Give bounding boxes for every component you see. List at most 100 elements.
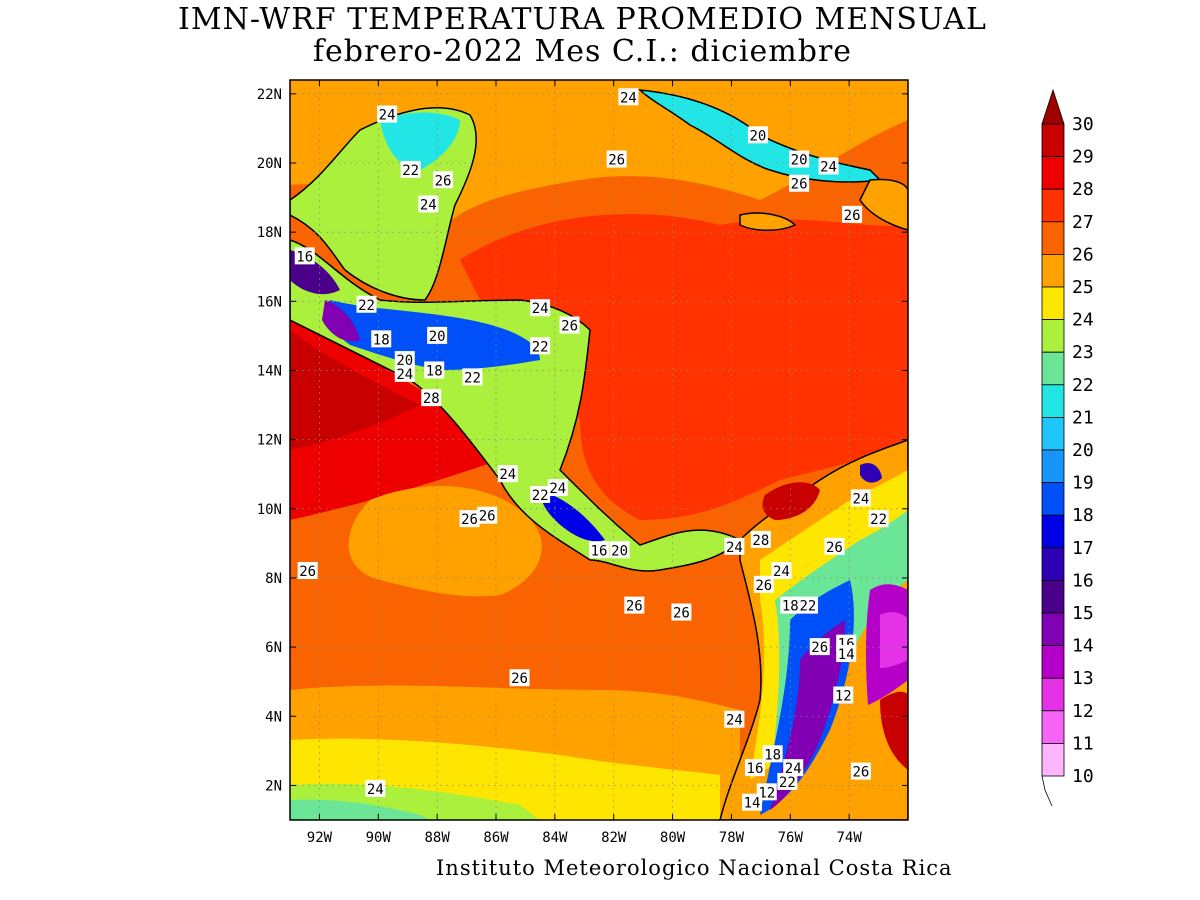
contour-label: 20 — [427, 326, 448, 345]
highlands-purple — [322, 300, 360, 342]
contour-label: 22 — [400, 160, 421, 179]
colorbar-label: 17 — [1072, 538, 1094, 559]
contour-label-box — [724, 537, 745, 555]
contour-label-text: 26 — [844, 208, 861, 224]
maracaibo-purple — [860, 463, 882, 483]
contour-label: 24 — [418, 195, 439, 213]
contour-label: 24 — [530, 299, 551, 317]
contour-label-text: 14 — [744, 796, 761, 812]
contour-label-text: 20 — [749, 128, 766, 144]
contour-label: 18 — [371, 330, 392, 348]
contour-label-text: 12 — [758, 785, 775, 801]
contour-label-text: 24 — [379, 108, 396, 124]
contour-label-text: 18 — [426, 363, 443, 379]
contour-label-text: 24 — [620, 90, 637, 106]
contour-label-box — [559, 316, 580, 334]
colorbar-label: 23 — [1072, 342, 1094, 363]
yucatan-cool-zone — [380, 112, 460, 170]
contour-label-box — [789, 150, 810, 168]
contour-label: 28 — [750, 530, 771, 549]
contour-label: 24 — [394, 364, 415, 383]
contour-label-text: 26 — [826, 540, 843, 556]
colorbar-swatch — [1041, 416, 1065, 451]
contour-label-text: 28 — [752, 533, 769, 549]
colorbar-swatch — [1041, 319, 1065, 353]
contour-label-box — [624, 596, 645, 614]
contour-label: 16 — [294, 247, 315, 265]
contour-label-box — [818, 157, 839, 175]
contour-label-text: 20 — [429, 329, 446, 345]
contour-label-box — [789, 174, 810, 192]
contour-label: 28 — [421, 389, 442, 407]
contour-label-text: 26 — [299, 564, 316, 580]
colorbar-label: 22 — [1072, 375, 1094, 396]
contour-label-text: 26 — [461, 512, 478, 528]
contour-label-text: 12 — [835, 689, 852, 705]
contour-label-box — [433, 171, 454, 189]
contour-label: 24 — [377, 105, 398, 124]
colorbar-label: 15 — [1072, 603, 1094, 624]
colorbar-swatch — [1041, 449, 1065, 483]
contour-label: 24 — [850, 489, 871, 507]
map-frame — [289, 79, 909, 821]
contour-label-box — [297, 562, 318, 580]
colorbar-swatch — [1041, 677, 1065, 712]
colorbar-label: 27 — [1072, 212, 1094, 233]
contour-label-text: 26 — [511, 671, 528, 687]
contour-label-text: 22 — [870, 512, 887, 528]
contour-label-text: 24 — [726, 540, 743, 556]
contour-label-text: 22 — [532, 339, 549, 355]
contour-label-text: 26 — [673, 606, 690, 622]
contour-label-box — [771, 562, 792, 580]
contour-label-box — [427, 326, 448, 344]
contour-label: 22 — [530, 485, 551, 504]
colorbar-swatch — [1041, 514, 1065, 549]
contour-label: 26 — [624, 596, 645, 615]
caribbean-warm-region — [460, 213, 908, 520]
contour-label: 24 — [497, 465, 518, 483]
contour-label-box — [424, 361, 445, 379]
contour-label-text: 26 — [561, 319, 578, 335]
contour-label: 26 — [789, 174, 810, 193]
contour-label-text: 24 — [499, 467, 516, 483]
lat-tick-label: 16N — [257, 294, 282, 310]
chart-title-line-2: febrero-2022 Mes C.I.: diciembre — [312, 34, 853, 69]
contour-label: 22 — [868, 510, 889, 528]
contour-label-box — [418, 195, 439, 213]
lat-tick-label: 10N — [257, 502, 282, 518]
contour-label-text: 24 — [532, 301, 549, 317]
contour-label-text: 24 — [396, 367, 413, 383]
lon-tick-label: 80W — [660, 830, 686, 846]
colorbar-swatch — [1041, 156, 1065, 190]
contour-label: 26 — [809, 638, 830, 656]
contour-label: 26 — [559, 316, 580, 335]
contour-label-box — [824, 537, 845, 555]
contour-label-text: 20 — [611, 543, 628, 559]
contour-label-box — [421, 389, 442, 407]
contour-label-box — [371, 330, 392, 348]
pacific-dark-hot — [290, 330, 420, 450]
contour-label: 24 — [618, 88, 639, 106]
lat-tick-label: 12N — [257, 433, 282, 449]
contour-label-box — [750, 530, 771, 548]
contour-label: 18 — [762, 745, 783, 763]
lon-tick-label: 78W — [719, 830, 745, 846]
contour-label-text: 24 — [420, 197, 437, 213]
hispaniola-land — [859, 178, 908, 231]
contour-label-box — [747, 126, 768, 144]
contour-label-text: 22 — [402, 163, 419, 179]
lat-tick-label: 14N — [257, 363, 282, 379]
contour-label-text: 22 — [532, 488, 549, 504]
contour-label-text: 18 — [782, 599, 799, 615]
colorbar-swatch — [1041, 123, 1065, 157]
contour-label-box — [547, 479, 568, 497]
contour-label: 22 — [777, 772, 798, 791]
chart-title-line-1: IMN-WRF TEMPERATURA PROMEDIO MENSUAL — [178, 2, 987, 37]
jamaica-land — [739, 212, 797, 231]
contour-label-text: 16 — [296, 249, 313, 265]
contour-label-text: 22 — [464, 370, 481, 386]
lat-tick-label: 20N — [257, 156, 282, 172]
contour-label: 12 — [833, 686, 854, 705]
colorbar-swatch — [1041, 384, 1065, 418]
